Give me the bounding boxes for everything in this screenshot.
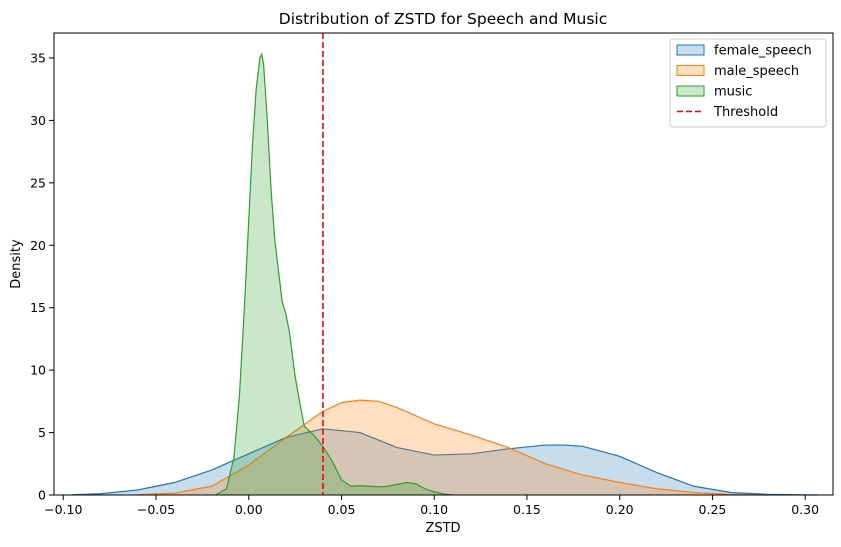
x-tick-label: 0.20 [606,502,634,517]
legend-label-threshold: Threshold [713,105,778,120]
y-axis-title: Density [9,239,24,289]
legend-box [669,38,827,128]
x-tick-label: −0.10 [44,502,82,517]
legend-label-male-speech: male_speech [714,64,799,79]
legend-swatch-music [676,85,705,97]
x-tick-label: 0.10 [420,502,448,517]
density-areas [72,52,819,496]
y-tick-label: 15 [30,300,46,315]
legend-swatch-male-speech [676,65,705,76]
y-tick-label: 35 [30,50,46,65]
legend-label-music: music [714,85,752,100]
chart-title: Distribution of ZSTD for Speech and Musi… [279,10,607,28]
legend-swatch-female-speech [676,44,705,56]
y-tick-label: 30 [30,113,46,128]
y-tick-label: 10 [30,363,46,378]
x-axis-title: ZSTD [425,521,460,536]
y-axis: 0 5 10 15 20 25 30 35 [30,50,54,503]
x-tick-label: 0.05 [328,502,356,517]
y-tick-label: 0 [38,488,46,503]
series-line-female-speech [72,428,819,496]
series-area-female-speech [72,428,819,495]
x-axis: −0.10 −0.05 0.00 0.05 0.10 0.15 0.20 0.25 0.30 [44,495,819,517]
x-tick-label: 0.25 [699,502,727,517]
y-tick-label: 20 [30,238,46,253]
series-area-male-speech [137,400,769,495]
x-tick-label: 0.15 [513,502,541,517]
y-tick-label: 5 [38,425,46,440]
x-tick-label: −0.05 [137,502,175,517]
legend-label-female-speech: female_speech [714,44,812,59]
y-tick-label: 25 [30,175,46,190]
series-area-music [215,54,453,495]
series-line-male-speech [137,399,769,496]
x-tick-label: 0.30 [791,502,819,517]
series-line-music [215,52,453,496]
x-tick-label: 0.00 [235,502,263,517]
plot-area-frame [53,32,834,496]
